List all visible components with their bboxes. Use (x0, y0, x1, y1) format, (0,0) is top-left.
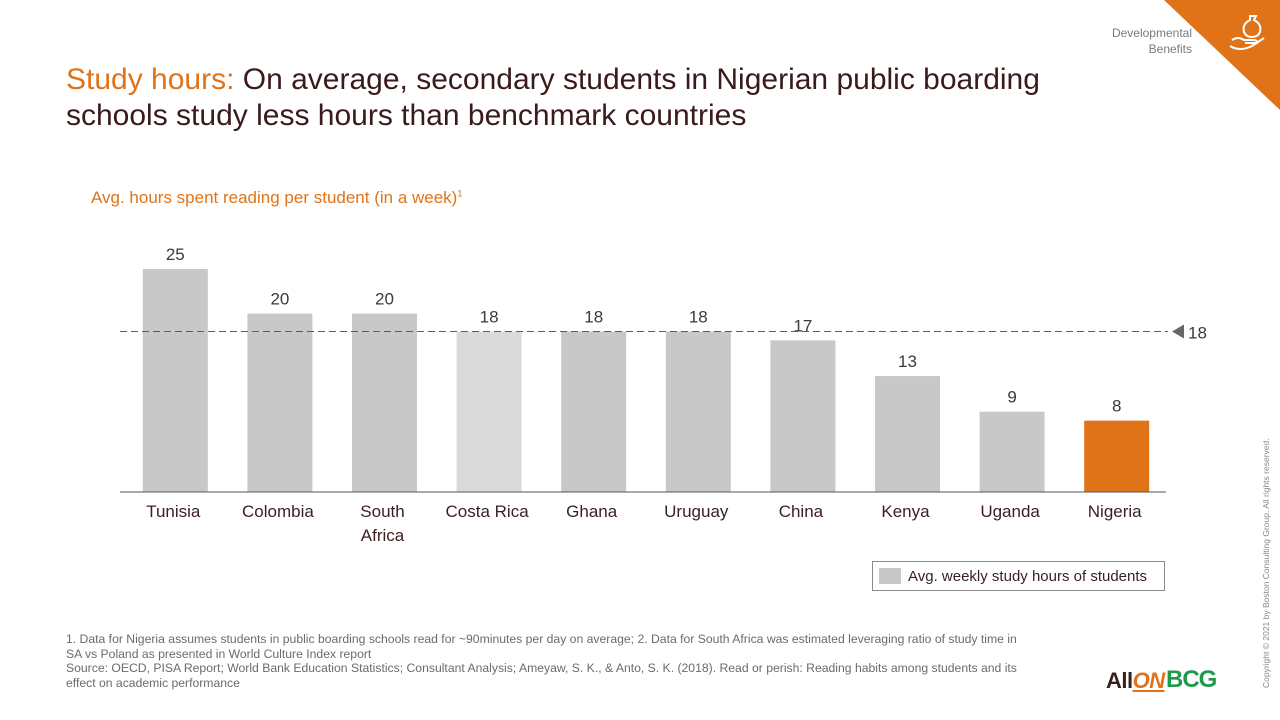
reference-marker-icon (1172, 324, 1184, 339)
data-label: 18 (584, 307, 603, 326)
bar (561, 331, 627, 492)
bar (875, 376, 940, 492)
data-label: 17 (793, 316, 812, 335)
category-label: South (360, 502, 404, 521)
category-label: Ghana (566, 502, 618, 521)
category-label: Nigeria (1088, 502, 1142, 521)
data-label: 13 (898, 352, 917, 371)
data-label: 18 (480, 307, 499, 326)
copyright-notice: Copyright © 2021 by Boston Consulting Gr… (1261, 438, 1271, 688)
chart-legend: Avg. weekly study hours of students (872, 561, 1165, 591)
category-label: Uganda (980, 502, 1040, 521)
section-tag-line1: Developmental (1111, 26, 1192, 40)
title-rest: On average, secondary students in Nigeri… (66, 63, 1040, 132)
bar (142, 269, 208, 492)
data-label: 20 (375, 290, 394, 309)
section-tag-line2: Benefits (1148, 42, 1192, 56)
data-label: 20 (270, 290, 289, 309)
category-label: Tunisia (146, 502, 201, 521)
bar (456, 331, 522, 492)
footnote-source: Source: OECD, PISA Report; World Bank Ed… (66, 661, 1017, 690)
legend-label: Avg. weekly study hours of students (908, 567, 1148, 585)
bar (352, 313, 417, 492)
bcg-logo: BCG (1166, 666, 1217, 693)
allon-logo: AllON (1106, 668, 1165, 694)
bar-chart: 25 Tunisia 20 Colombia 20 South Africa 18 Costa … (120, 245, 1207, 545)
category-label: Colombia (242, 502, 314, 521)
allon-logo-all: All (1106, 668, 1133, 693)
title-accent: Study hours: (66, 63, 235, 96)
page-title: Study hours: On average, secondary stude… (66, 62, 1146, 134)
bar (770, 340, 836, 492)
data-label: 18 (689, 307, 708, 326)
bar (1084, 420, 1150, 492)
corner-triangle (1164, 0, 1280, 110)
chart-subtitle-text: Avg. hours spent reading per student (in… (91, 188, 458, 207)
allon-logo-on: ON (1132, 668, 1166, 693)
category-label: Kenya (881, 502, 930, 521)
reference-label: 18 (1188, 323, 1207, 342)
footnote-1: 1. Data for Nigeria assumes students in … (66, 632, 1017, 661)
chart-subtitle: Avg. hours spent reading per student (in… (91, 188, 462, 208)
category-label: Africa (361, 526, 405, 545)
bar (247, 313, 313, 492)
section-tag: Developmental Benefits (1052, 25, 1192, 57)
data-label: 9 (1007, 388, 1016, 407)
bar (665, 331, 731, 492)
money-hand-icon (1229, 15, 1265, 50)
legend-swatch (879, 568, 901, 584)
bar (979, 411, 1045, 492)
data-label: 25 (166, 245, 185, 264)
category-label: Costa Rica (446, 502, 530, 521)
category-label: Uruguay (664, 502, 729, 521)
category-label: China (779, 502, 824, 521)
chart-subtitle-footnote-mark: 1 (457, 188, 463, 199)
data-label: 8 (1112, 397, 1121, 416)
footnotes: 1. Data for Nigeria assumes students in … (66, 632, 1026, 690)
